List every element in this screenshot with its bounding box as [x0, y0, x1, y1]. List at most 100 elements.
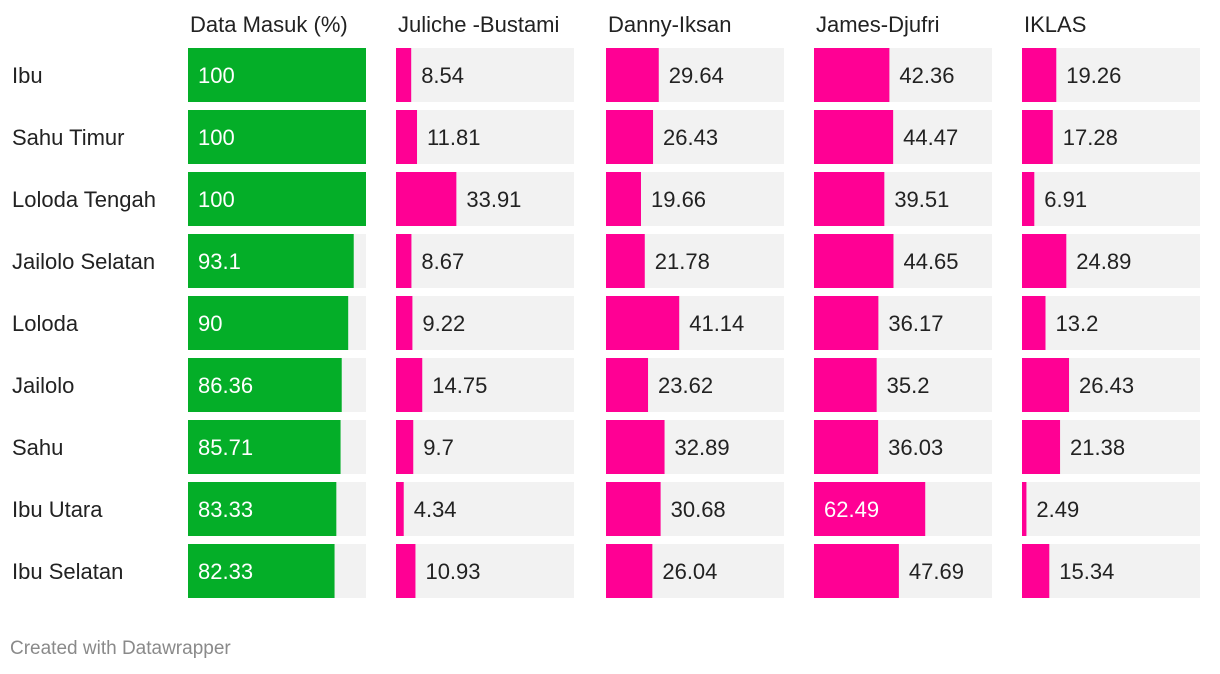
bar — [396, 482, 404, 536]
data-label: 4.34 — [414, 497, 457, 522]
bar — [814, 544, 899, 598]
bar — [396, 544, 416, 598]
bar — [1022, 420, 1061, 474]
bar — [396, 110, 418, 164]
bar-track — [396, 544, 574, 598]
data-label: 26.43 — [1079, 373, 1134, 398]
bar — [188, 110, 366, 164]
data-label: 85.71 — [198, 435, 253, 460]
column-header: Danny-Iksan — [608, 12, 732, 37]
bar — [396, 420, 414, 474]
bar — [396, 172, 457, 226]
data-label: 100 — [198, 63, 235, 88]
data-label: 90 — [198, 311, 222, 336]
bar — [188, 234, 354, 288]
bar — [606, 110, 654, 164]
bar — [814, 420, 879, 474]
data-label: 35.2 — [887, 373, 930, 398]
bar — [606, 544, 653, 598]
bar — [814, 482, 926, 536]
bar — [1022, 296, 1046, 350]
bar — [814, 48, 890, 102]
column-header: Data Masuk (%) — [190, 12, 348, 37]
bar — [606, 172, 641, 226]
data-label: 8.67 — [421, 249, 464, 274]
data-label: 21.38 — [1070, 435, 1125, 460]
row-label: Ibu Utara — [12, 497, 103, 522]
bar — [606, 234, 645, 288]
bar — [1022, 358, 1070, 412]
bar — [396, 48, 412, 102]
bar — [606, 482, 661, 536]
data-label: 6.91 — [1044, 187, 1087, 212]
bar — [606, 48, 659, 102]
data-label: 21.78 — [655, 249, 710, 274]
data-label: 83.33 — [198, 497, 253, 522]
bar — [188, 172, 366, 226]
data-label: 62.49 — [824, 497, 879, 522]
data-label: 82.33 — [198, 559, 253, 584]
bar-track — [396, 296, 574, 350]
column-header: IKLAS — [1024, 12, 1086, 37]
row-label: Jailolo Selatan — [12, 249, 155, 274]
bar — [606, 358, 649, 412]
bar — [188, 482, 337, 536]
bar-track — [1022, 544, 1200, 598]
bar — [188, 358, 342, 412]
data-label: 36.17 — [888, 311, 943, 336]
data-label: 30.68 — [671, 497, 726, 522]
bar — [814, 296, 879, 350]
bar — [606, 420, 665, 474]
data-label: 32.89 — [675, 435, 730, 460]
bar — [1022, 172, 1035, 226]
column-header: Juliche -Bustami — [398, 12, 559, 37]
bar-track — [396, 234, 574, 288]
bar — [396, 358, 423, 412]
bar — [396, 296, 413, 350]
data-label: 24.89 — [1076, 249, 1131, 274]
bar — [606, 296, 680, 350]
data-label: 93.1 — [198, 249, 241, 274]
column-header: James-Djufri — [816, 12, 939, 37]
bar — [1022, 544, 1050, 598]
bar — [814, 110, 894, 164]
row-label: Loloda Tengah — [12, 187, 156, 212]
row-label: Ibu — [12, 63, 43, 88]
row-label: Loloda — [12, 311, 79, 336]
data-label: 100 — [198, 125, 235, 150]
data-label: 29.64 — [669, 63, 724, 88]
data-label: 9.7 — [423, 435, 454, 460]
bar-track — [396, 48, 574, 102]
footer-credit: Created with Datawrapper — [10, 638, 231, 659]
bar — [188, 420, 341, 474]
bar — [1022, 48, 1057, 102]
data-label: 42.36 — [899, 63, 954, 88]
bar — [188, 48, 366, 102]
data-label: 14.75 — [432, 373, 487, 398]
bar — [1022, 234, 1067, 288]
bar-track — [396, 482, 574, 536]
data-label: 36.03 — [888, 435, 943, 460]
row-label: Ibu Selatan — [12, 559, 123, 584]
data-label: 44.65 — [903, 249, 958, 274]
data-label: 86.36 — [198, 373, 253, 398]
bar-track — [396, 420, 574, 474]
data-label: 19.26 — [1066, 63, 1121, 88]
bar — [1022, 110, 1053, 164]
data-label: 39.51 — [894, 187, 949, 212]
bar — [188, 296, 349, 350]
data-label: 10.93 — [425, 559, 480, 584]
row-label: Sahu Timur — [12, 125, 125, 150]
data-label: 9.22 — [422, 311, 465, 336]
data-label: 26.04 — [662, 559, 717, 584]
data-label: 33.91 — [466, 187, 521, 212]
bar — [188, 544, 335, 598]
row-label: Sahu — [12, 435, 63, 460]
bar — [814, 234, 894, 288]
data-label: 13.2 — [1055, 311, 1098, 336]
bar — [396, 234, 412, 288]
data-label: 15.34 — [1059, 559, 1114, 584]
bar-track — [396, 110, 574, 164]
bar-track — [1022, 482, 1200, 536]
